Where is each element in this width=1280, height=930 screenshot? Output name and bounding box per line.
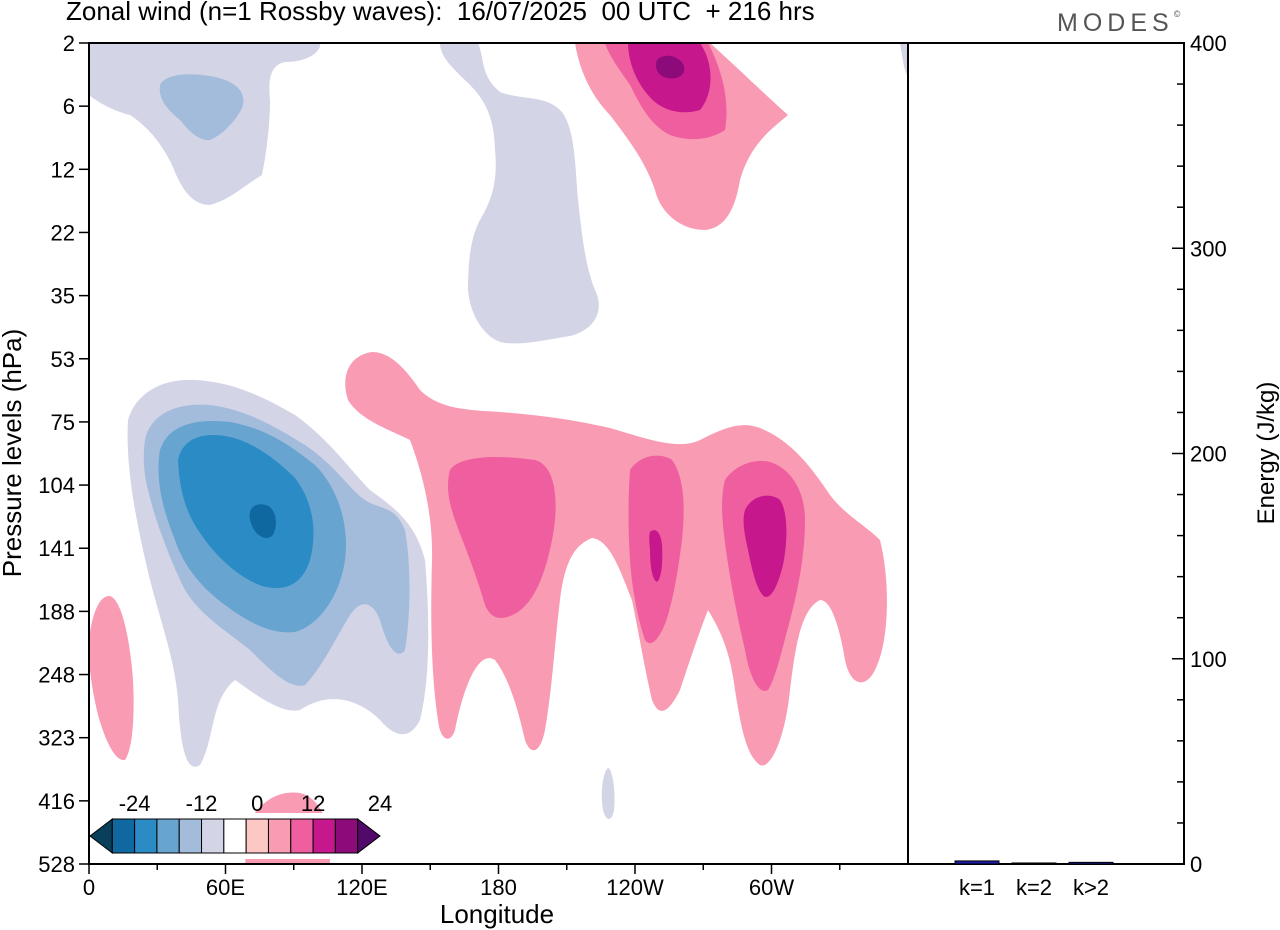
colorbar-swatch	[201, 818, 225, 854]
colorbar-swatch	[357, 817, 381, 855]
chart-title: Zonal wind (n=1 Rossby waves): 16/07/202…	[66, 0, 815, 26]
contour-band-18	[649, 530, 663, 582]
pressure-tick-label: 75	[51, 410, 75, 435]
pressure-tick-label: 22	[51, 220, 75, 245]
negative-anomaly-lower	[127, 379, 429, 767]
pressure-tick-label: 248	[38, 663, 75, 688]
pressure-tick-label: 2	[63, 31, 75, 56]
positive-anomaly-upper	[575, 43, 788, 230]
colorbar-swatch	[267, 818, 292, 854]
colorbar-swatch	[178, 818, 203, 854]
longitude-tick-label: 60W	[749, 875, 794, 900]
pressure-tick-label: 53	[51, 347, 75, 372]
energy-bar-label: k=2	[1016, 875, 1052, 900]
colorbar-swatch	[245, 818, 269, 854]
energy-bar-label: k>2	[1073, 875, 1109, 900]
pressure-tick-label: 104	[38, 473, 75, 498]
pressure-tick-label: 528	[38, 852, 75, 877]
energy-tick-label: 400	[1190, 31, 1227, 56]
colorbar-tick-label: -12	[186, 791, 218, 816]
contour-band-13	[656, 55, 685, 79]
colorbar-swatch	[156, 818, 180, 854]
energy-bar	[1011, 862, 1057, 865]
colorbar-swatch	[334, 818, 359, 854]
longitude-tick-label: 0	[83, 875, 95, 900]
energy-bar	[954, 860, 1000, 865]
colorbar-swatch	[312, 818, 336, 854]
pressure-axis: 2 6 12 22 35 53 75 104 141 188 248 323 416 528	[38, 31, 89, 877]
contour-band-4	[249, 504, 276, 539]
energy-bars: k=1 k=2 k>2	[954, 860, 1114, 900]
pressure-tick-label: 12	[51, 157, 75, 182]
longitude-tick-label: 120W	[606, 875, 664, 900]
longitude-tick-label: 60E	[206, 875, 245, 900]
pressure-tick-label: 416	[38, 789, 75, 814]
colorbar-swatch	[111, 818, 136, 854]
colorbar-swatch	[223, 818, 247, 854]
pressure-tick-label: 323	[38, 726, 75, 751]
energy-axis-title: Energy (J/kg)	[1253, 382, 1280, 525]
x-axis-title: Longitude	[440, 899, 554, 929]
longitude-axis: 0 60E 120E 180 120W 60W	[83, 864, 841, 900]
contour-band-6	[159, 74, 244, 141]
contour-band-3	[178, 435, 314, 589]
pressure-tick-label: 188	[38, 599, 75, 624]
energy-tick-label: 300	[1190, 236, 1227, 261]
energy-tick-label: 0	[1190, 852, 1202, 877]
energy-bar	[1068, 861, 1114, 865]
pressure-tick-label: 6	[63, 94, 75, 119]
negative-anomaly-upper-left	[89, 43, 321, 205]
modes-logo: MODES©	[1057, 9, 1180, 38]
brand-name: MODES	[1057, 9, 1174, 37]
positive-anomaly-lower	[345, 352, 887, 766]
wind-field	[89, 43, 908, 864]
pressure-tick-label: 141	[38, 536, 75, 561]
longitude-tick-label: 120E	[336, 875, 387, 900]
colorbar-tick-label: 12	[301, 791, 325, 816]
colorbar-tick-label: -24	[119, 791, 151, 816]
longitude-tick-label: 180	[480, 875, 517, 900]
contour-band-19	[743, 495, 787, 598]
brand-mark: ©	[1173, 9, 1181, 19]
contour-band-8	[900, 43, 908, 77]
colorbar: -24 -12 0 12 24	[89, 791, 392, 859]
colorbar-swatch	[290, 818, 314, 854]
energy-tick-label: 200	[1190, 442, 1227, 467]
y-axis-title: Pressure levels (hPa)	[0, 329, 27, 578]
contour-band-20	[89, 595, 134, 761]
contour-band-14	[345, 352, 887, 766]
colorbar-tick-label: 24	[368, 791, 392, 816]
contour-band-7	[440, 43, 599, 344]
contour-band-15	[447, 457, 556, 618]
energy-bar-label: k=1	[959, 875, 995, 900]
colorbar-swatch	[134, 818, 158, 854]
energy-tick-label: 100	[1190, 647, 1227, 672]
energy-axis: 0 100 200 300 400	[1172, 31, 1227, 877]
contour-band-9	[601, 768, 615, 819]
negative-anomaly-center	[440, 43, 908, 819]
pressure-tick-label: 35	[51, 284, 75, 309]
colorbar-tick-label: 0	[251, 791, 263, 816]
